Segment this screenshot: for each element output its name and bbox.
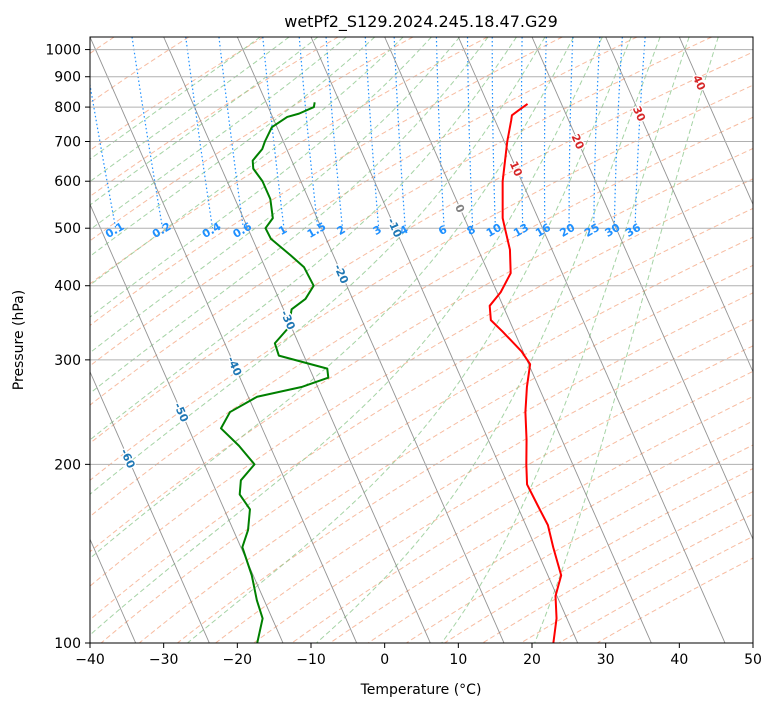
mixing-ratio-line — [262, 37, 285, 229]
isotherm-label: 30 — [629, 103, 650, 125]
moist-adiabat — [90, 37, 432, 318]
isotherm-line — [457, 37, 726, 643]
y-tick-label: 500 — [54, 221, 81, 237]
dry-adiabat — [90, 116, 753, 518]
plot-area — [90, 37, 753, 643]
isotherm-line — [90, 203, 284, 643]
y-tick-label: 900 — [54, 70, 81, 86]
plot-frame — [89, 36, 754, 644]
moist-adiabat — [90, 37, 376, 257]
temperature-profile — [488, 103, 563, 643]
dry-adiabat — [100, 236, 753, 643]
moist-adiabats — [90, 37, 719, 643]
isotherm-line — [678, 37, 753, 206]
mixing-ratio-line — [298, 37, 319, 229]
dry-adiabat — [90, 51, 753, 444]
isotherm-line — [90, 370, 210, 643]
moist-adiabat — [90, 37, 404, 286]
moist-adiabat — [90, 37, 575, 559]
x-tick-label: −10 — [296, 652, 326, 668]
dry-adiabat — [138, 264, 753, 643]
sounding-profiles — [219, 102, 563, 643]
isotherm-line — [163, 37, 431, 643]
dry-adiabat — [215, 319, 753, 643]
mixing-ratio-line — [634, 37, 646, 229]
isotherm-line — [236, 37, 505, 643]
y-tick-label: 300 — [54, 353, 81, 369]
moist-adiabat — [90, 37, 261, 160]
isotherm-line — [384, 37, 652, 643]
isotherm-label-text: 30 — [630, 104, 648, 124]
isotherm-line — [531, 37, 753, 541]
dry-adiabat — [90, 207, 753, 621]
dry-adiabat — [90, 84, 753, 481]
dry-adiabat — [558, 535, 753, 643]
moist-adiabat — [441, 37, 690, 643]
y-axis-label: Pressure (hPa) — [11, 290, 27, 390]
y-tick-label: 400 — [54, 279, 81, 295]
axes: −40 −30 −20 −10 0 10 20 30 40 50 100 200 300 400 500 60… — [45, 43, 762, 668]
y-tick-label: 100 — [54, 636, 81, 652]
dry-adiabat — [329, 395, 753, 643]
x-tick-label: −30 — [149, 652, 179, 668]
dry-adiabat — [90, 147, 753, 553]
dry-adiabat — [444, 467, 753, 643]
dewpoint-profile — [219, 102, 330, 643]
mixing-ratio-lines — [90, 37, 646, 229]
x-tick-label: 0 — [380, 652, 389, 668]
moist-adiabat — [90, 37, 319, 206]
mixing-ratio-line — [364, 37, 380, 229]
isotherm-line — [90, 538, 137, 643]
x-tick-label: 50 — [744, 652, 762, 668]
dry-adiabat — [90, 37, 638, 367]
chart-title: wetPf2_S129.2024.245.18.47.G29 — [284, 12, 558, 32]
moist-adiabat — [90, 37, 347, 231]
x-tick-label: 10 — [449, 652, 467, 668]
mixing-ratio-line — [185, 37, 214, 229]
moist-adiabat — [316, 37, 661, 643]
mixing-ratio-line — [613, 37, 623, 229]
y-tick-label: 700 — [54, 134, 81, 150]
x-tick-label: −20 — [223, 652, 253, 668]
y-tick-label: 600 — [54, 174, 81, 190]
moist-adiabat — [90, 37, 517, 441]
plot-content: -100-90-80-70-60-50-40-30-20-10010203040… — [90, 37, 753, 643]
x-tick-label: −40 — [75, 652, 105, 668]
x-tick-label: 20 — [523, 652, 541, 668]
dry-adiabat — [90, 37, 339, 197]
dry-adiabat — [90, 37, 264, 152]
dry-adiabat — [291, 370, 753, 643]
y-tick-label: 200 — [54, 457, 81, 473]
moist-adiabat — [90, 37, 489, 394]
isotherms — [90, 37, 753, 643]
x-tick-label: 40 — [670, 652, 688, 668]
isotherm-line — [310, 37, 579, 643]
moist-adiabat — [90, 37, 546, 495]
mixing-ratio-line — [325, 37, 344, 229]
moist-adiabat — [534, 37, 719, 643]
moist-adiabat — [187, 37, 632, 643]
y-tick-label: 800 — [54, 100, 81, 116]
isotherm-line — [90, 37, 358, 643]
isotherm-line — [605, 37, 753, 373]
mixing-ratio-line — [218, 37, 244, 229]
dry-adiabat — [406, 444, 753, 643]
x-axis-label: Temperature (°C) — [360, 682, 482, 698]
pressure-gridlines — [90, 49, 753, 643]
dry-adiabat — [90, 178, 753, 587]
mixing-ratio-line — [393, 37, 406, 229]
x-tick-label: 30 — [597, 652, 615, 668]
y-tick-label: 1000 — [45, 43, 81, 59]
dry-adiabat — [177, 292, 753, 643]
